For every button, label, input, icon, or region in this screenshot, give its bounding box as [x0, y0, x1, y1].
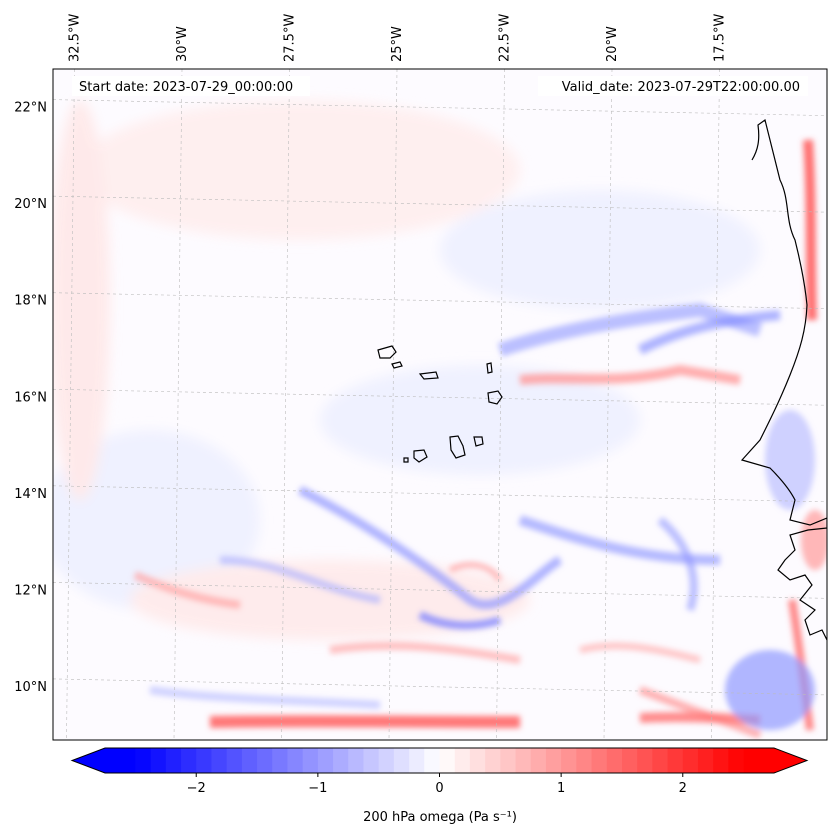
- latitude-tick-label: 10°N: [14, 680, 47, 695]
- meridian-line: [711, 69, 720, 740]
- colorbar-cell: [515, 748, 532, 773]
- colorbar-cell: [105, 748, 121, 773]
- colorbar-cell: [576, 748, 593, 773]
- colorbar-cell: [317, 748, 334, 773]
- map-frame: [52, 68, 828, 741]
- latitude-tick-label: 22°N: [14, 101, 47, 116]
- longitude-tick-label: 25°W: [390, 26, 405, 62]
- colorbar-cell: [485, 748, 501, 773]
- colorbar-tick-label: 2: [679, 781, 687, 796]
- colorbar-cell: [181, 748, 197, 773]
- colorbar-cell: [530, 748, 547, 773]
- colorbar-cell: [287, 748, 304, 773]
- colorbar-tick-label: 1: [557, 781, 565, 796]
- colorbar-cell: [333, 748, 349, 773]
- longitude-tick-label: 22.5°W: [498, 14, 513, 62]
- colorbar-cell: [697, 748, 714, 773]
- colorbar-cell: [363, 748, 380, 773]
- colorbar-cell: [226, 748, 243, 773]
- colorbar-cell: [409, 748, 425, 773]
- colorbar-cell: [120, 748, 137, 773]
- colorbar-cell: [469, 748, 486, 773]
- latitude-tick-label: 16°N: [14, 390, 47, 405]
- colorbar-cell: [302, 748, 319, 773]
- colorbar-cell: [393, 748, 410, 773]
- longitude-tick-label: 30°W: [175, 26, 190, 62]
- latitude-tick-label: 20°N: [14, 197, 47, 212]
- colorbar-cell: [272, 748, 289, 773]
- colorbar-tick-label: −2: [187, 781, 206, 796]
- colorbar-cell: [728, 748, 745, 773]
- colorbar-cell: [637, 748, 653, 773]
- colorbar-cell: [500, 748, 517, 773]
- colorbar-label: 200 hPa omega (Pa s⁻¹): [363, 810, 517, 825]
- latitude-tick-label: 12°N: [14, 583, 47, 598]
- colorbar-cell: [348, 748, 365, 773]
- colorbar-cell: [135, 748, 152, 773]
- meridian-line: [173, 69, 183, 740]
- latitude-tick-label: 18°N: [14, 294, 47, 309]
- colorbar-cell: [454, 748, 471, 773]
- meridian-line: [388, 69, 398, 740]
- valid-date-box: [538, 76, 808, 96]
- longitude-tick-label: 20°W: [605, 26, 620, 62]
- colorbar-max-extend: [774, 748, 807, 773]
- latitude-tick-label: 14°N: [14, 487, 47, 502]
- colorbar-cell: [257, 748, 273, 773]
- colorbar-cell: [652, 748, 669, 773]
- colorbar-cell: [591, 748, 608, 773]
- colorbar-cell: [150, 748, 167, 773]
- meridian-line: [66, 69, 75, 740]
- colorbar-tick-label: 0: [435, 781, 443, 796]
- colorbar-cell: [758, 748, 775, 773]
- colorbar-min-extend: [72, 748, 105, 773]
- colorbar-cell: [682, 748, 699, 773]
- meridian-line: [603, 69, 613, 740]
- meridian-line: [281, 69, 290, 740]
- omega-field: [53, 100, 827, 739]
- colorbar-cell: [713, 748, 729, 773]
- colorbar-tick-label: −1: [308, 781, 327, 796]
- start-date-box: [72, 76, 310, 96]
- colorbar-cell: [606, 748, 623, 773]
- colorbar-cell: [545, 748, 562, 773]
- colorbar-cell: [743, 748, 760, 773]
- start-date-label: Start date: 2023-07-29_00:00:00: [79, 80, 293, 95]
- valid-date-label: Valid_date: 2023-07-29T22:00:00.00: [562, 80, 800, 95]
- colorbar-cell: [621, 748, 638, 773]
- colorbar-cell: [561, 748, 577, 773]
- colorbar: −2 −1 0 1 2 200 hPa omega (Pa s⁻¹): [70, 747, 809, 825]
- longitude-tick-label: 27.5°W: [283, 14, 298, 62]
- colorbar-cell: [378, 748, 395, 773]
- gridlines: [53, 69, 827, 740]
- coastline: [377, 118, 827, 641]
- colorbar-cell: [424, 748, 441, 773]
- colorbar-cell: [241, 748, 258, 773]
- latitude-tick-labels: 22°N 20°N 18°N 16°N 14°N 12°N 10°N: [14, 101, 47, 695]
- colorbar-cell: [667, 748, 684, 773]
- colorbar-cell: [211, 748, 228, 773]
- longitude-tick-label: 17.5°W: [713, 14, 728, 62]
- colorbar-cell: [439, 748, 456, 773]
- longitude-tick-labels: 32.5°W 30°W 27.5°W 25°W 22.5°W 20°W 17.5°W: [68, 14, 728, 62]
- colorbar-cell: [165, 748, 182, 773]
- longitude-tick-label: 32.5°W: [68, 14, 83, 62]
- colorbar-cell: [196, 748, 213, 773]
- meridian-line: [496, 69, 505, 740]
